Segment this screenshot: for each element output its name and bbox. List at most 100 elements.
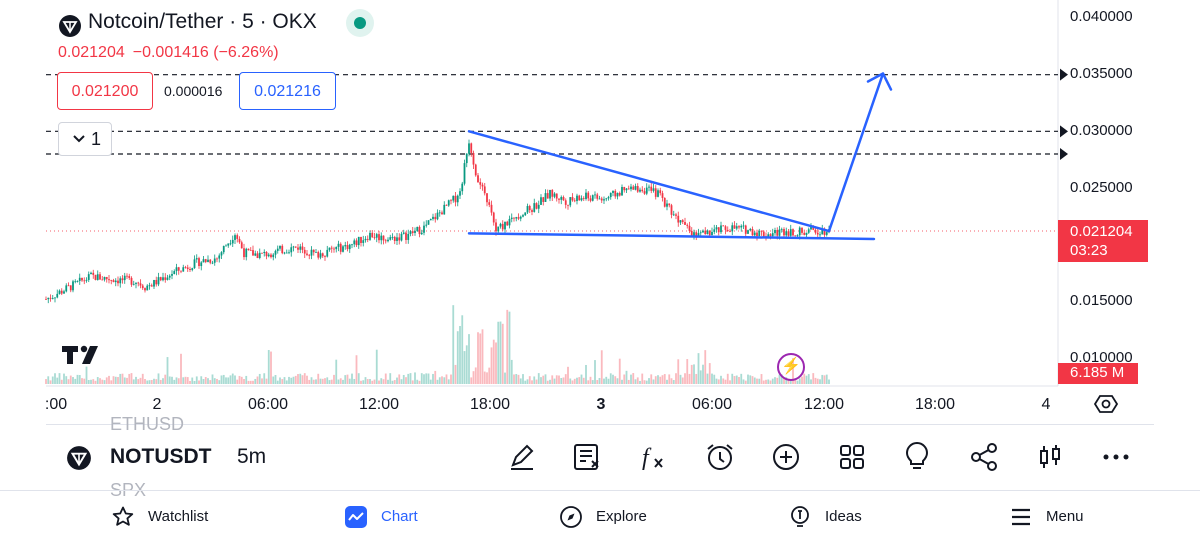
volume-bar: [805, 375, 808, 384]
volume-bar: [513, 374, 515, 384]
symbol-selector[interactable]: NOTUSDT: [110, 445, 212, 468]
time-axis-label: 4: [1041, 396, 1051, 413]
candle-body: [279, 245, 281, 249]
candle-body: [609, 192, 612, 198]
sell-button[interactable]: 0.021200: [57, 72, 153, 110]
candle-body: [486, 193, 488, 203]
market-open-indicator-icon[interactable]: [346, 9, 374, 37]
candle-body: [753, 232, 756, 236]
candle-body: [438, 212, 441, 214]
buy-button[interactable]: 0.021216: [239, 72, 336, 110]
indicators-button[interactable]: f: [637, 441, 669, 473]
candle-body: [112, 280, 115, 283]
candle-body: [362, 240, 365, 243]
price-chart[interactable]: [0, 0, 1200, 420]
alerts-button[interactable]: [704, 441, 736, 473]
object-tree-button[interactable]: [571, 441, 603, 473]
volume-bar: [551, 375, 554, 384]
candle-body: [621, 186, 623, 196]
candle-body: [51, 298, 54, 299]
clear-drawings-icon: [574, 444, 599, 470]
candle-body: [396, 237, 398, 242]
volume-bar: [688, 373, 691, 384]
candle-body: [771, 233, 774, 237]
chart-type-button[interactable]: [1034, 441, 1066, 473]
candle-body: [195, 258, 198, 260]
candle-body: [247, 248, 250, 251]
volume-bar: [375, 349, 378, 384]
candle-body: [713, 229, 716, 232]
volume-bar: [229, 375, 232, 384]
more-button[interactable]: [1100, 441, 1132, 473]
candle-body: [600, 198, 603, 201]
volume-bar: [216, 378, 218, 384]
indicators-toggle-button[interactable]: 1: [58, 122, 112, 156]
drawing-tools-button[interactable]: [506, 441, 538, 473]
volume-bar: [675, 373, 677, 384]
volume-bar: [306, 375, 308, 384]
volume-bar: [483, 371, 486, 384]
volume-bar: [200, 376, 203, 384]
interval-selector[interactable]: 5m: [237, 445, 267, 468]
volume-bar: [627, 379, 630, 384]
lightning-icon[interactable]: ⚡: [777, 353, 805, 381]
candle-body: [573, 200, 576, 202]
candle-body: [375, 234, 378, 238]
candle-body: [558, 198, 560, 200]
candle-body: [787, 231, 790, 236]
volume-bar: [276, 380, 279, 384]
chart-settings-icon[interactable]: [1094, 392, 1118, 416]
candle-body: [132, 283, 135, 285]
candle-body: [483, 186, 486, 194]
candle-body: [515, 217, 518, 219]
volume-bar: [542, 375, 545, 384]
volume-bar: [337, 379, 340, 384]
ideas-button[interactable]: [901, 441, 933, 473]
candle-body: [180, 270, 182, 272]
volume-bar: [472, 371, 475, 384]
candle-body: [618, 192, 621, 196]
volume-bar: [760, 374, 763, 384]
tradingview-logo-icon[interactable]: [60, 344, 106, 366]
candle-body: [294, 246, 297, 248]
chart-title[interactable]: Notcoin/Tether · 5 · OKX: [88, 10, 317, 33]
volume-bar: [168, 376, 171, 384]
volume-bar: [618, 358, 621, 384]
candle-body: [465, 153, 468, 164]
share-button[interactable]: [968, 441, 1000, 473]
candle-body: [769, 234, 772, 237]
volume-bar: [144, 378, 146, 384]
candle-body: [225, 245, 227, 247]
volume-bar: [632, 373, 635, 384]
layouts-button[interactable]: [836, 441, 868, 473]
volume-bar: [90, 379, 92, 384]
candle-body: [632, 186, 635, 190]
volume-bar: [609, 373, 612, 384]
candle-countdown: 03:23: [1070, 242, 1108, 259]
chart-grid: [46, 0, 1059, 387]
symbol-scroller-prev[interactable]: ETHUSD: [110, 414, 185, 434]
volume-bar: [240, 376, 243, 384]
add-button[interactable]: [770, 441, 802, 473]
candle-body: [146, 285, 149, 291]
candle-body: [594, 194, 596, 196]
candle-body: [306, 253, 308, 255]
candle-body: [585, 192, 587, 199]
volume-bar: [589, 376, 592, 384]
candle-body: [670, 205, 673, 215]
candle-body: [126, 275, 128, 277]
candle-body: [409, 231, 412, 234]
volume-bar: [382, 379, 385, 384]
candle-body: [641, 189, 644, 192]
candle-body: [420, 232, 423, 235]
volume-bar: [315, 379, 317, 384]
candle-body: [668, 203, 671, 206]
candle-body: [405, 232, 407, 240]
candle-body: [83, 280, 86, 282]
grid-icon: [840, 445, 864, 469]
candle-body: [229, 243, 232, 245]
candle-body: [452, 195, 455, 201]
volume-bar: [148, 380, 151, 384]
candle-body: [623, 186, 626, 191]
horizontal-line-handle: [1060, 148, 1068, 160]
